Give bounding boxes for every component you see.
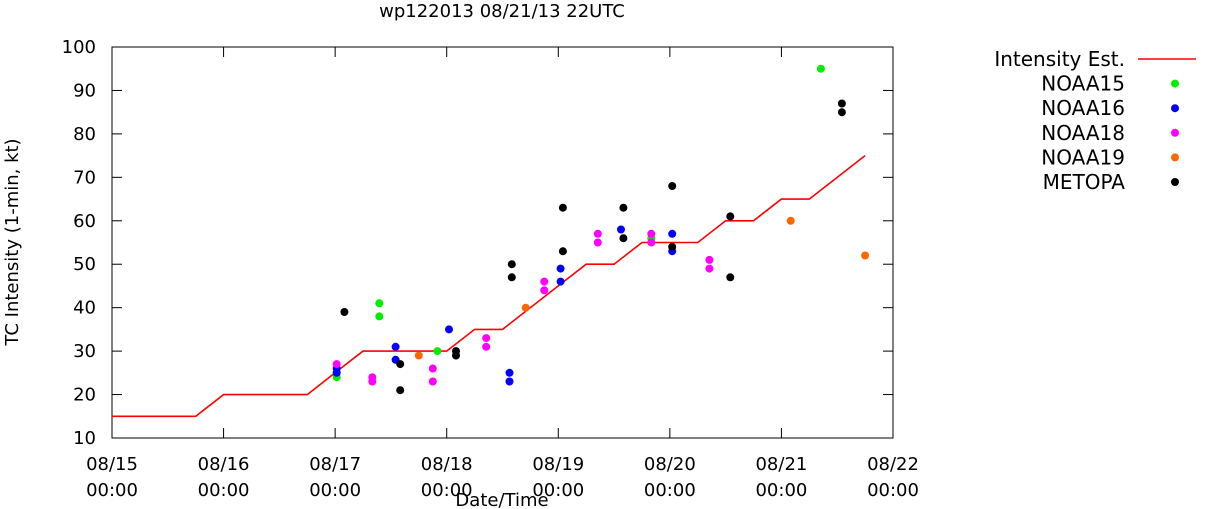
y-tick-label: 90 <box>73 80 96 101</box>
noaa19-point <box>414 351 423 360</box>
x-tick-label-time: 00:00 <box>755 480 807 501</box>
noaa16-point <box>505 377 514 386</box>
noaa18-point <box>428 364 437 373</box>
metopa-point <box>726 273 735 282</box>
y-tick-label: 20 <box>73 385 96 406</box>
metopa-point <box>619 203 628 212</box>
noaa18-point <box>332 360 341 369</box>
noaa15-point <box>375 312 384 321</box>
x-tick-label-date: 08/18 <box>421 454 473 475</box>
legend-marker-noaa16 <box>1171 104 1179 113</box>
noaa18-point <box>593 229 602 238</box>
noaa18-point <box>647 229 656 238</box>
chart-title: wp122013 08/21/13 22UTC <box>379 1 625 22</box>
metopa-point <box>507 273 516 282</box>
metopa-point <box>396 360 405 369</box>
metopa-point <box>726 212 735 221</box>
metopa-point <box>668 242 677 251</box>
x-tick-label-date: 08/21 <box>755 454 807 475</box>
y-tick-label: 40 <box>73 298 96 319</box>
noaa16-point <box>556 264 565 273</box>
x-tick-label-date: 08/16 <box>198 454 250 475</box>
noaa16-point <box>332 368 341 377</box>
noaa16-point <box>617 225 625 234</box>
noaa16-point <box>556 277 565 286</box>
metopa-point <box>396 386 405 395</box>
noaa16-point <box>445 325 453 334</box>
y-tick-label: 50 <box>73 254 96 275</box>
x-tick-label-time: 00:00 <box>309 480 361 501</box>
x-tick-label-date: 08/19 <box>532 454 584 475</box>
x-tick-label-time: 00:00 <box>421 480 473 501</box>
y-tick-label: 10 <box>73 428 96 449</box>
legend-label-intensity-est: Intensity Est. <box>994 47 1125 71</box>
plot-frame <box>111 46 894 439</box>
x-tick-label-date: 08/20 <box>644 454 696 475</box>
noaa16-point <box>505 368 514 377</box>
legend-label-noaa15: NOAA15 <box>1041 72 1125 96</box>
noaa15-point <box>433 347 442 356</box>
noaa16-point <box>391 342 400 351</box>
noaa18-point <box>482 334 491 343</box>
noaa18-point <box>482 342 491 351</box>
x-tick-label-date: 08/22 <box>867 454 919 475</box>
noaa15-point <box>375 299 384 308</box>
legend-marker-noaa19 <box>1171 153 1179 162</box>
legend-label-noaa19: NOAA19 <box>1041 145 1125 169</box>
noaa19-point <box>521 303 530 312</box>
x-tick-label-date: 08/15 <box>86 454 138 475</box>
noaa18-point <box>705 264 714 273</box>
y-axis-label: TC Intensity (1-min, kt) <box>2 138 23 346</box>
x-tick-label-time: 00:00 <box>867 480 919 501</box>
y-tick-label: 80 <box>73 124 96 145</box>
noaa16-point <box>668 229 677 238</box>
metopa-point <box>452 351 460 360</box>
legend-label-noaa18: NOAA18 <box>1041 121 1125 145</box>
legend-marker-noaa15 <box>1171 79 1179 88</box>
metopa-point <box>668 182 677 190</box>
series-intensity-est <box>112 154 866 418</box>
series-noaa18 <box>332 229 714 386</box>
metopa-point <box>558 203 567 212</box>
y-tick-label: 100 <box>62 37 96 58</box>
noaa18-point <box>428 377 437 386</box>
metopa-point <box>837 108 846 117</box>
noaa18-point <box>540 286 549 295</box>
noaa19-point <box>786 216 795 225</box>
x-tick-label-date: 08/17 <box>309 454 361 475</box>
noaa15-point <box>816 64 825 73</box>
x-tick-label-time: 00:00 <box>198 480 250 501</box>
legend-marker-metopa <box>1171 178 1179 186</box>
noaa19-point <box>861 251 870 260</box>
x-tick-label-time: 00:00 <box>644 480 696 501</box>
metopa-point <box>558 247 567 256</box>
intensity-line <box>112 154 866 418</box>
noaa18-point <box>647 238 656 247</box>
noaa18-point <box>705 255 714 264</box>
y-tick-label: 70 <box>73 167 96 188</box>
metopa-point <box>837 99 846 108</box>
legend-label-noaa16: NOAA16 <box>1041 96 1125 120</box>
legend-label-metopa: METOPA <box>1043 170 1126 194</box>
y-tick-label: 60 <box>73 211 96 232</box>
x-tick-label-time: 00:00 <box>86 480 138 501</box>
series-noaa16 <box>332 225 677 386</box>
legend-marker-noaa18 <box>1171 128 1179 137</box>
noaa18-point <box>368 377 377 386</box>
series-noaa15 <box>332 64 825 382</box>
x-axis-label: Date/Time <box>455 490 548 509</box>
y-tick-label: 30 <box>73 341 96 362</box>
metopa-point <box>340 308 349 316</box>
noaa18-point <box>593 238 602 247</box>
x-tick-label-time: 00:00 <box>532 480 584 501</box>
metopa-point <box>619 234 628 243</box>
series-metopa <box>340 99 846 395</box>
metopa-point <box>507 260 516 269</box>
series-noaa19 <box>414 216 870 360</box>
noaa18-point <box>540 277 549 286</box>
